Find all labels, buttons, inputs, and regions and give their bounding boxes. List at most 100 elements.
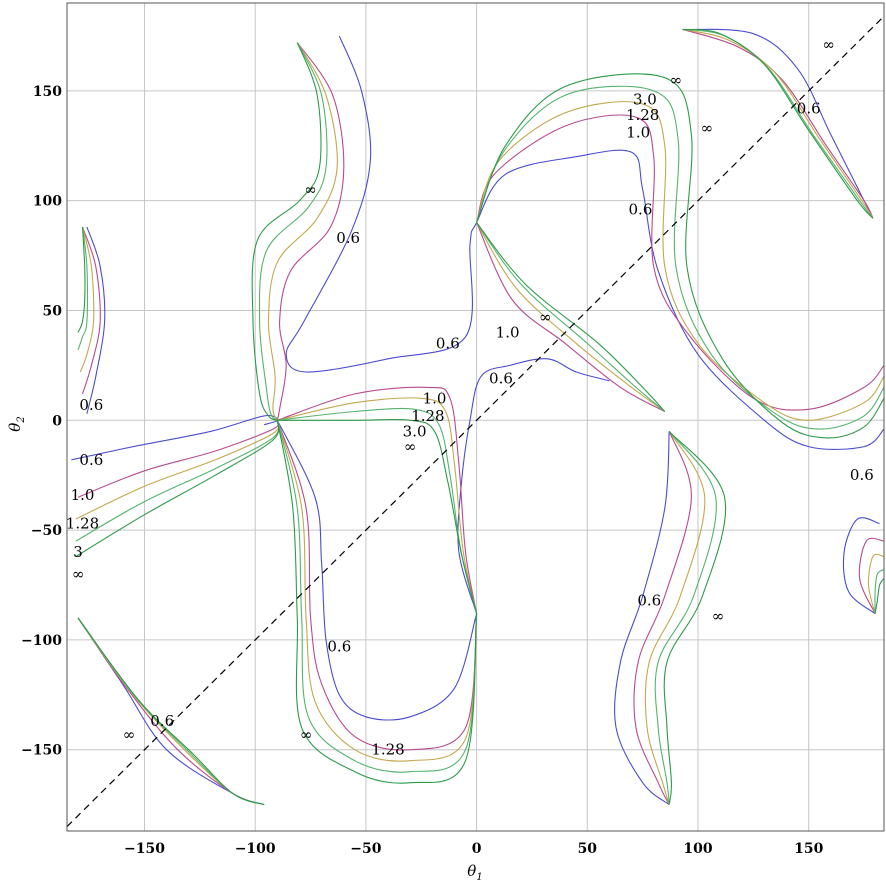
contour-level-label: 1.0 <box>423 389 447 407</box>
contour-line <box>276 420 478 751</box>
x-tick-label: 50 <box>578 841 598 857</box>
y-axis-title: θ2 <box>6 416 27 431</box>
contour-level-label: 0.6 <box>797 99 821 117</box>
contour-level-label: 0.6 <box>489 370 513 388</box>
series-c128 <box>75 28 885 806</box>
contour-line <box>633 431 692 805</box>
contour-level-label: 1.0 <box>71 486 95 504</box>
contour-labels: 0.6∞0.61.0∞0.61.01.283.0∞0.60.61.01.283∞… <box>66 36 874 759</box>
contour-line <box>75 420 280 542</box>
contour-line <box>276 42 345 421</box>
contour-level-label: 1.0 <box>496 323 520 341</box>
contour-level-label: 1.28 <box>66 515 99 533</box>
x-tick-label: −150 <box>124 841 165 857</box>
contour-line <box>476 73 885 439</box>
contour-line <box>476 222 666 412</box>
contour-line <box>276 420 478 784</box>
contour-line <box>682 28 874 219</box>
contour-line <box>682 28 874 219</box>
contour-line <box>276 420 478 721</box>
contour-line <box>867 553 885 614</box>
x-tick-label: −50 <box>350 841 381 857</box>
contour-line <box>277 386 478 614</box>
chart-series <box>66 15 885 828</box>
x-tick-labels: −150 −100 −50 0 50 100 150 <box>124 841 824 857</box>
contour-line <box>457 358 610 614</box>
contour-level-label: 3 <box>73 543 83 561</box>
contour-level-label: ∞ <box>822 36 835 54</box>
contour-level-label: 0.6 <box>327 638 351 656</box>
contour-line <box>476 222 666 412</box>
y-tick-label: −100 <box>21 633 62 649</box>
contour-level-label: ∞ <box>701 119 714 137</box>
contour-line <box>251 42 322 421</box>
series-diagonal <box>66 15 885 828</box>
contour-line <box>285 35 885 450</box>
y-tick-label: −150 <box>21 743 62 759</box>
contour-line <box>79 226 95 373</box>
contour-level-label: 1.0 <box>626 124 650 142</box>
contour-level-label: ∞ <box>123 725 136 743</box>
contour-line <box>682 28 874 219</box>
x-tick-label: 0 <box>472 841 482 857</box>
y-tick-labels: 150 100 50 0 −50 −100 −150 <box>21 84 62 759</box>
x-tick-label: −100 <box>235 841 276 857</box>
contour-line <box>874 578 885 614</box>
contour-level-label: ∞ <box>72 565 85 583</box>
contour-line <box>77 226 89 351</box>
contour-line <box>276 420 478 773</box>
contour-level-label: ∞ <box>712 607 725 625</box>
y-tick-label: 100 <box>33 194 62 210</box>
contour-line <box>644 431 706 805</box>
contour-level-label: 0.6 <box>850 466 874 484</box>
contour-level-label: ∞ <box>300 725 313 743</box>
contour-line <box>654 430 717 805</box>
y-tick-label: 150 <box>33 84 62 100</box>
series-cinf <box>75 28 885 806</box>
contour-level-label: 1.28 <box>371 741 404 759</box>
contour-level-label: 1.28 <box>626 106 659 124</box>
contour-line <box>75 420 280 520</box>
contour-level-label: 0.6 <box>637 591 661 609</box>
contour-line <box>874 569 885 614</box>
contour-level-label: 3.0 <box>403 422 427 440</box>
contour-level-label: 1.28 <box>411 407 444 425</box>
series-c10 <box>77 28 885 806</box>
contour-line <box>86 226 106 414</box>
series-c06 <box>71 28 885 806</box>
contour-level-label: ∞ <box>304 181 317 199</box>
x-tick-label: 150 <box>794 841 823 857</box>
contour-level-label: 0.6 <box>436 334 460 352</box>
contour-line <box>81 226 101 395</box>
contour-level-label: 0.6 <box>150 712 174 730</box>
gridlines <box>67 3 884 831</box>
contour-line <box>476 85 885 430</box>
contour-line <box>277 407 478 614</box>
contour-line <box>277 418 478 614</box>
contour-line <box>476 114 885 411</box>
y-tick-label: −50 <box>31 523 62 539</box>
contour-level-label: 0.6 <box>629 200 653 218</box>
contour-line <box>663 430 727 805</box>
x-tick-label: 100 <box>683 841 712 857</box>
contour-line <box>476 222 666 412</box>
contour-level-label: 3.0 <box>633 91 657 109</box>
diagonal-line <box>66 15 885 828</box>
contour-line <box>614 431 670 806</box>
contour-line <box>77 226 86 333</box>
contour-level-label: ∞ <box>404 438 417 456</box>
x-axis-title: θ1 <box>467 862 482 883</box>
contour-line <box>476 101 885 421</box>
plot-frame <box>66 2 885 832</box>
contour-line <box>258 42 328 421</box>
contour-line <box>276 420 478 762</box>
y-tick-label: 50 <box>43 303 63 319</box>
contour-level-label: 0.6 <box>336 229 360 247</box>
contour-level-label: 0.6 <box>79 396 103 414</box>
contour-line <box>277 397 478 614</box>
contour-level-label: 0.6 <box>79 451 103 469</box>
contour-level-label: ∞ <box>539 308 552 326</box>
contour-line <box>267 42 338 421</box>
y-tick-label: 0 <box>52 413 62 429</box>
